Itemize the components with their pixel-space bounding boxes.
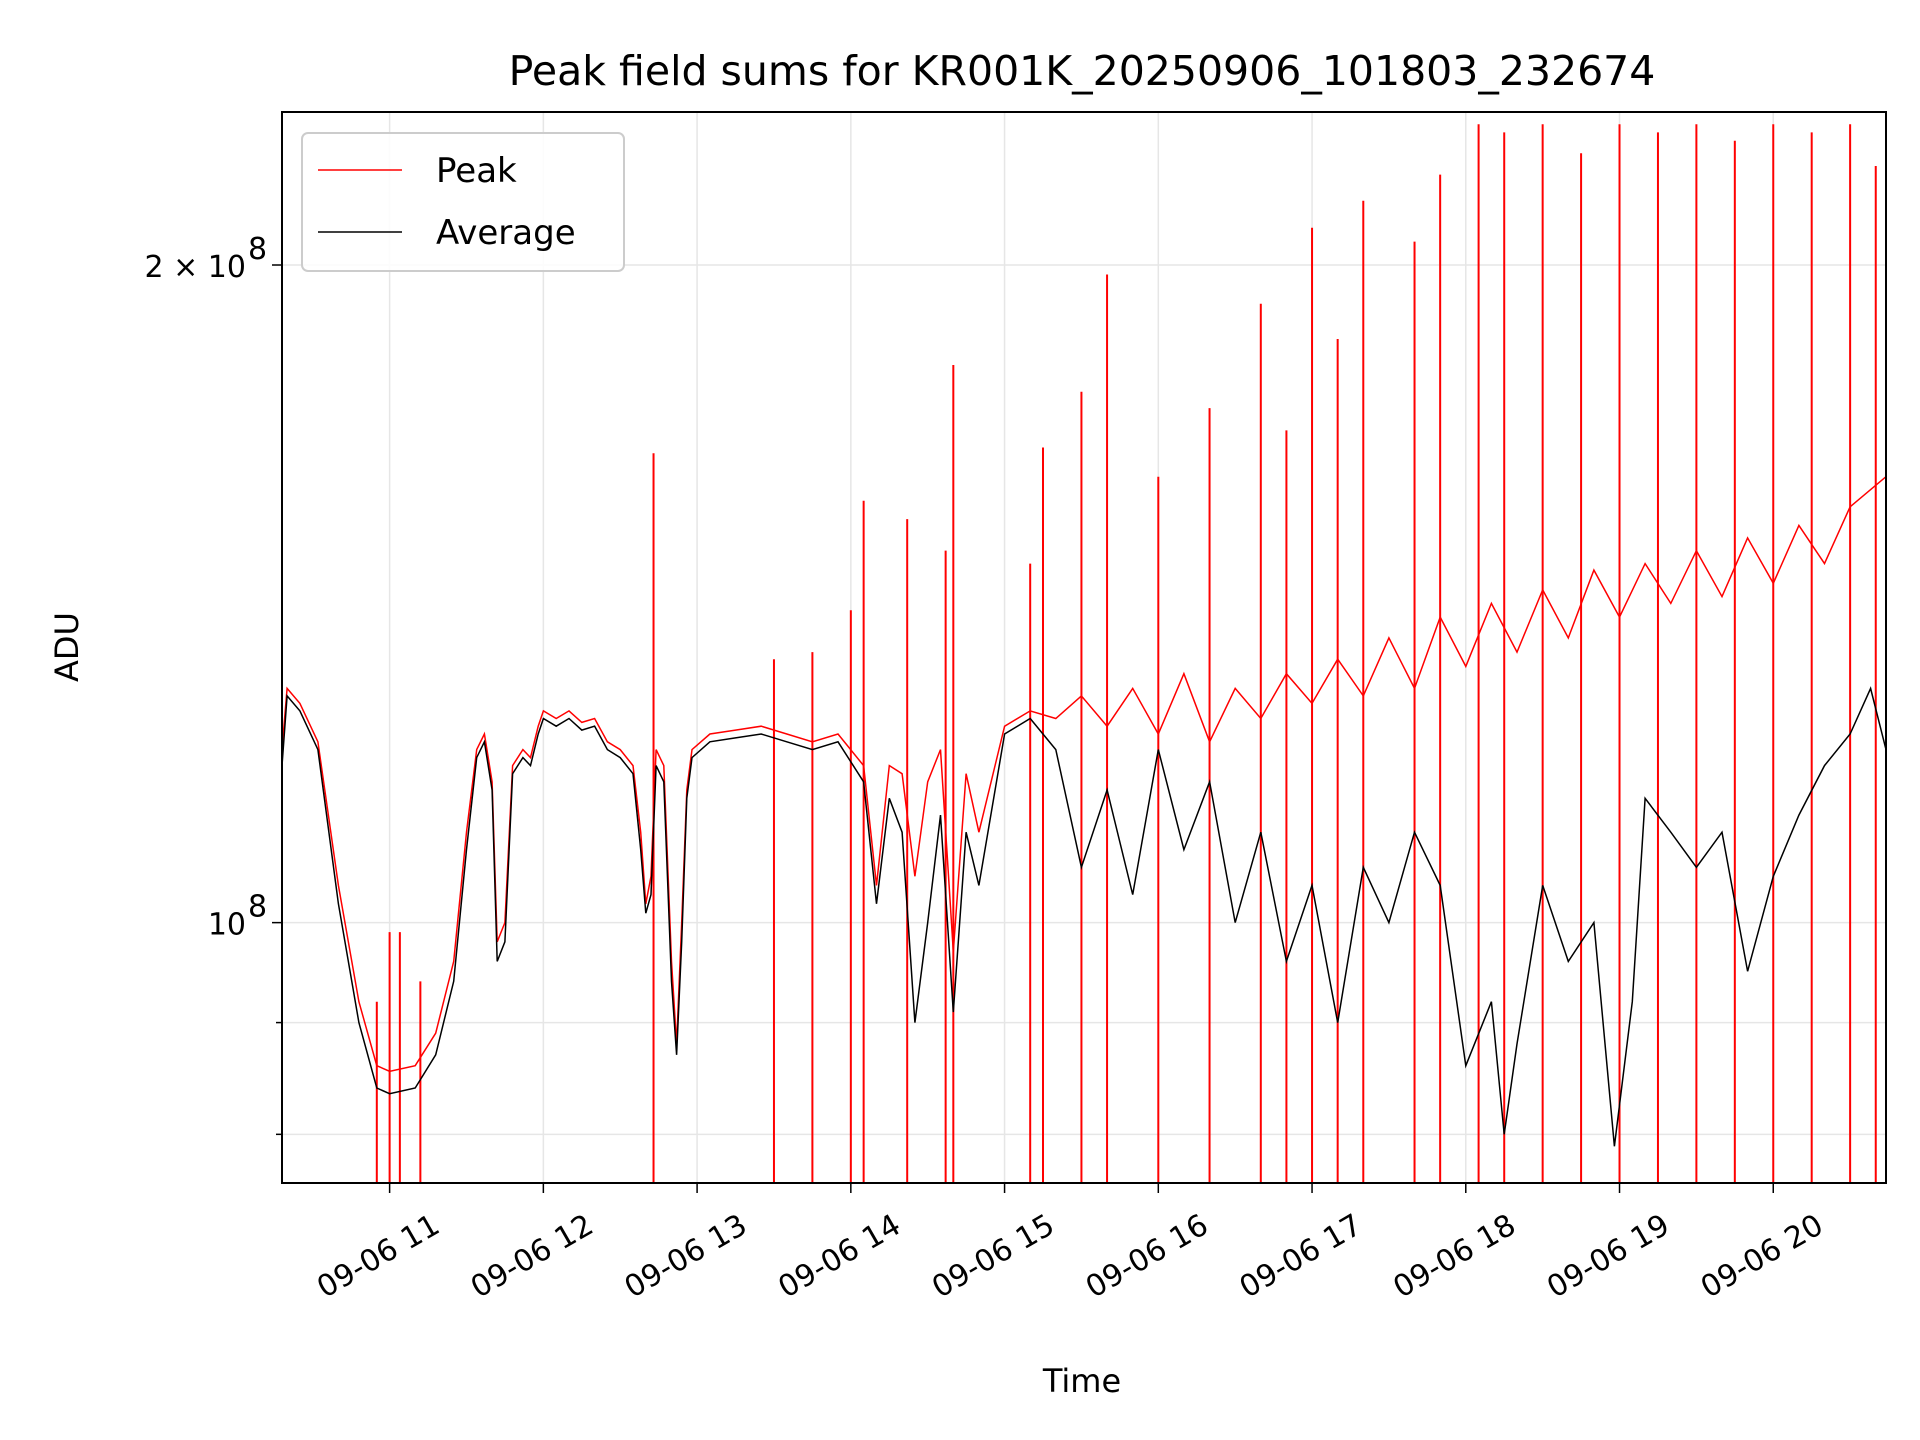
y-tick-label-exponent: 8 [248,890,267,925]
y-axis-label: ADU [48,612,86,682]
peak-series [282,124,1886,1183]
legend: Peak Average [301,132,625,272]
x-axis-label: Time [1042,1362,1121,1400]
average-line [282,686,1886,1147]
y-tick-label: 10 [208,908,246,943]
legend-average-label: Average [436,213,576,253]
y-tick-label-exponent: 8 [248,232,267,267]
legend-peak-label: Peak [436,151,517,191]
legend-box [301,132,625,272]
y-tick-label: 2 × 10 [145,250,246,285]
average-series [282,686,1886,1147]
plot-frame [281,111,1887,1184]
chart-title: Peak field sums for KR001K_20250906_1018… [509,47,1656,95]
plot-area [282,124,1886,1183]
